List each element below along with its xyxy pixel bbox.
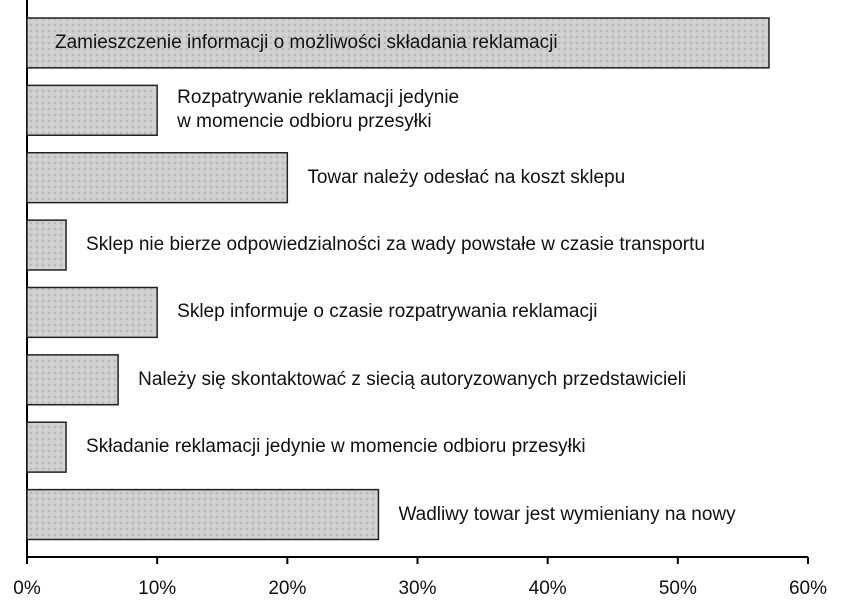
x-tick-label: 40% [528, 578, 567, 599]
x-tick-label: 20% [268, 578, 307, 599]
bar [26, 84, 158, 136]
bar-label: Sklep informuje o czasie rozpatrywania r… [177, 301, 598, 323]
bar [26, 421, 67, 473]
bar [26, 17, 770, 69]
bar-label: Zamieszczenie informacji o możliwości sk… [55, 31, 558, 53]
bar [26, 354, 119, 406]
bar-label: Składanie reklamacji jedynie w momencie … [86, 436, 586, 458]
x-tick-label: 10% [138, 578, 177, 599]
x-tick-label: 30% [398, 578, 437, 599]
bar [26, 219, 67, 271]
bar-label: Towar należy odesłać na koszt sklepu [307, 166, 626, 188]
bar-label: Wadliwy towar jest wymieniany na nowy [398, 503, 736, 525]
bar [26, 488, 380, 541]
bar [26, 286, 158, 339]
bar-label: Rozpatrywanie reklamacji jedynie w momen… [177, 87, 460, 133]
bar-label: Należy się skontaktować z siecią autoryz… [138, 368, 687, 390]
bar-label: Sklep nie bierze odpowiedzialności za wa… [86, 234, 705, 256]
bar [26, 152, 289, 204]
x-tick-label: 0% [13, 578, 41, 599]
x-tick-label: 60% [788, 578, 828, 599]
x-tick-label: 50% [658, 578, 697, 599]
